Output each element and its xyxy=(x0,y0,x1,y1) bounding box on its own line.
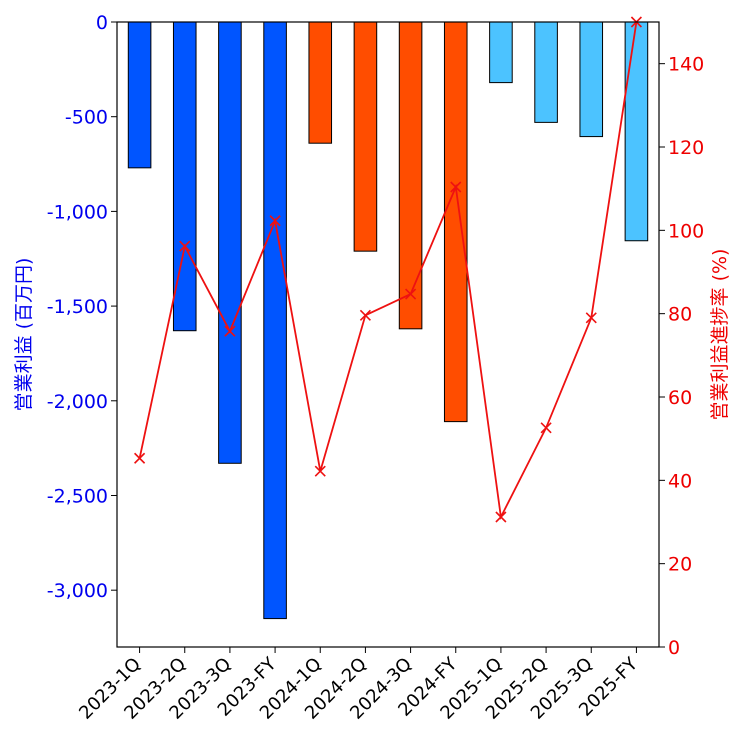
y-right-tick-label: 80 xyxy=(668,304,692,326)
y-axis-left-label: 営業利益 (百万円) xyxy=(13,258,35,412)
bar-2025-1Q xyxy=(489,21,513,84)
progress-point-2024-1Q xyxy=(314,465,326,477)
progress-point-2025-3Q xyxy=(585,312,597,324)
progress-point-2024-2Q xyxy=(359,309,371,321)
y-left-tick-label: -3,000 xyxy=(47,580,108,602)
bars-layer xyxy=(127,21,649,620)
y-left-tick-label: -1,000 xyxy=(47,201,108,223)
bar-2023-FY xyxy=(263,21,287,620)
bar-2024-2Q xyxy=(353,21,378,252)
y-right-tick-label: 40 xyxy=(668,470,692,492)
y-axis-right-label: 営業利益進捗率 (%) xyxy=(709,249,731,421)
progress-line xyxy=(138,21,638,520)
bar-2025-3Q xyxy=(579,21,604,138)
bar-2025-FY xyxy=(624,21,649,242)
bar-2024-1Q xyxy=(308,21,333,144)
bar-2024-FY xyxy=(443,21,468,423)
plot-frame xyxy=(116,21,660,648)
y-right-tick-label: 20 xyxy=(668,554,692,576)
progress-point-2025-1Q xyxy=(495,511,507,523)
axes-layer xyxy=(116,21,660,648)
y-left-tick-label: -2,500 xyxy=(47,485,108,507)
y-left-tick-label: -500 xyxy=(65,107,108,129)
progress-point-2023-3Q xyxy=(224,325,236,337)
progress-point-2024-FY xyxy=(450,181,462,193)
bar-2023-1Q xyxy=(127,21,152,169)
y-left-tick-label: -2,000 xyxy=(47,391,108,413)
bar-2024-3Q xyxy=(398,21,423,330)
y-right-tick-label: 140 xyxy=(668,54,704,76)
progress-point-2024-3Q xyxy=(405,288,417,300)
y-right-tick-label: 0 xyxy=(668,637,680,659)
progress-point-2023-2Q xyxy=(179,240,191,252)
y-right-tick-label: 60 xyxy=(668,387,692,409)
y-left-tick-label: -1,500 xyxy=(47,296,108,318)
progress-point-2023-1Q xyxy=(134,452,146,464)
progress-point-2023-FY xyxy=(269,215,281,227)
bar-2023-3Q xyxy=(218,21,242,464)
y-right-tick-label: 100 xyxy=(668,220,704,242)
progress-line-layer xyxy=(134,16,642,523)
bar-2025-2Q xyxy=(534,21,558,123)
progress-point-2025-2Q xyxy=(540,422,552,434)
y-left-tick-label: 0 xyxy=(96,12,108,34)
y-right-tick-label: 120 xyxy=(668,137,704,159)
